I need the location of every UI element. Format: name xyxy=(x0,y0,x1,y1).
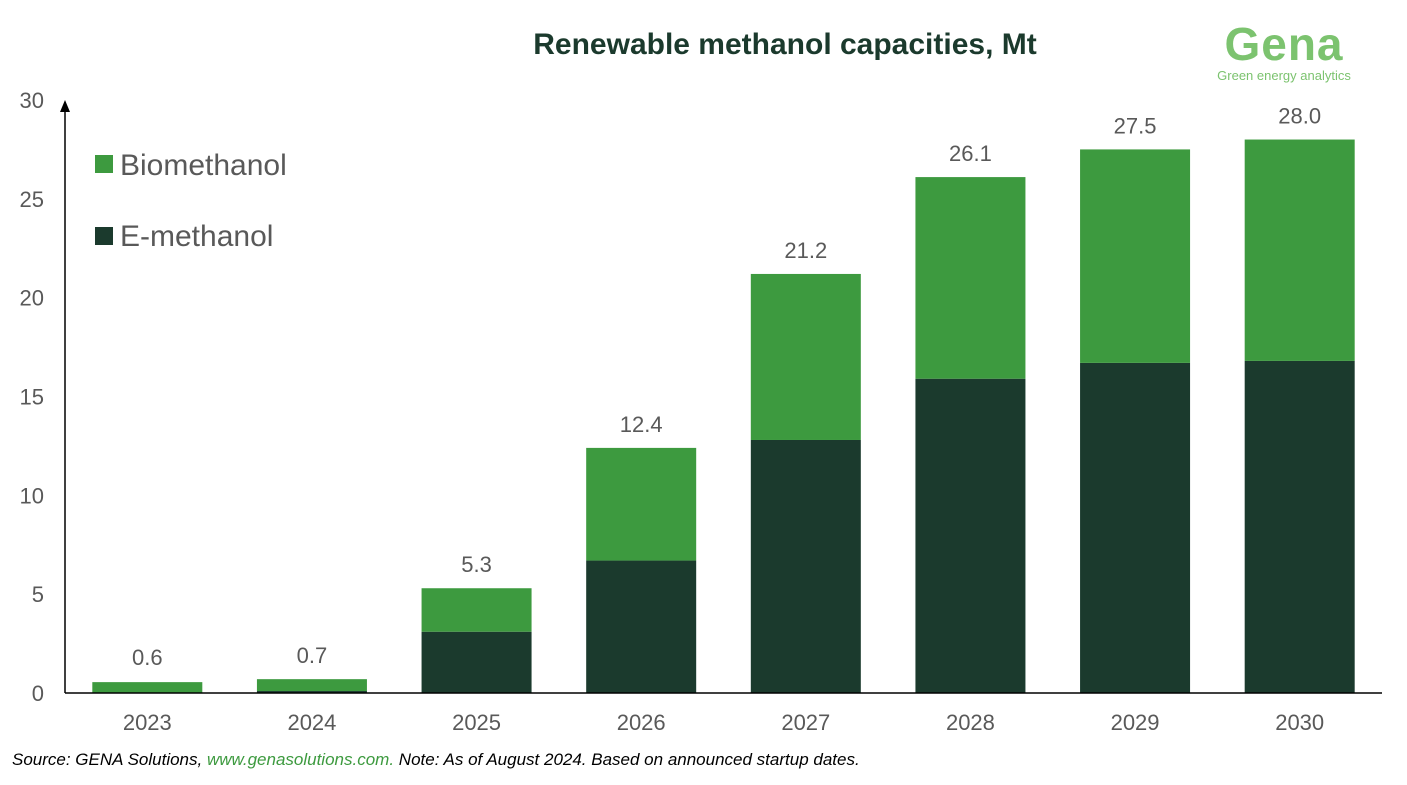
legend-swatch-e-methanol xyxy=(95,227,113,245)
y-tick-label: 20 xyxy=(20,286,44,311)
source-prefix: Source: GENA Solutions, xyxy=(12,750,207,769)
y-tick-label: 15 xyxy=(20,385,44,410)
x-tick-label-2029: 2029 xyxy=(1111,710,1160,735)
bar-biomethanol-2030 xyxy=(1244,139,1355,361)
y-tick-label: 0 xyxy=(32,681,44,706)
bar-biomethanol-2027 xyxy=(750,273,861,440)
total-label-2026: 12.4 xyxy=(620,412,663,437)
total-label-2024: 0.7 xyxy=(297,643,328,668)
legend-swatch-biomethanol xyxy=(95,155,113,173)
bar-biomethanol-2026 xyxy=(586,447,697,561)
logo: Gena Green energy analytics xyxy=(1217,18,1351,83)
bars xyxy=(92,139,1355,693)
bar-e-methanol-2027 xyxy=(750,439,861,693)
total-label-2030: 28.0 xyxy=(1278,104,1321,129)
bar-biomethanol-2029 xyxy=(1080,149,1191,363)
legend-label-e-methanol: E-methanol xyxy=(120,220,273,253)
bar-biomethanol-2025 xyxy=(421,588,532,632)
legend-label-biomethanol: Biomethanol xyxy=(120,149,287,182)
total-label-2025: 5.3 xyxy=(461,552,492,577)
x-axis-ticks: 2023 2024 2025 2026 2027 2028 2029 2030 xyxy=(123,710,1324,735)
y-tick-label: 30 xyxy=(20,88,44,113)
total-label-2023: 0.6 xyxy=(132,645,163,670)
x-tick-label-2027: 2027 xyxy=(781,710,830,735)
bar-e-methanol-2030 xyxy=(1244,360,1355,693)
bar-e-methanol-2029 xyxy=(1080,362,1191,693)
x-tick-label-2030: 2030 xyxy=(1275,710,1324,735)
chart-title: Renewable methanol capacities, Mt xyxy=(533,28,1036,61)
y-axis-ticks: 0 5 10 15 20 25 30 xyxy=(20,88,44,706)
bar-e-methanol-2026 xyxy=(586,560,697,693)
y-tick-label: 10 xyxy=(20,483,44,508)
bar-biomethanol-2024 xyxy=(256,679,367,692)
x-tick-label-2024: 2024 xyxy=(287,710,336,735)
x-tick-label-2026: 2026 xyxy=(617,710,666,735)
source-note: Source: GENA Solutions, www.genasolution… xyxy=(12,750,860,770)
bar-e-methanol-2028 xyxy=(915,378,1026,693)
logo-wordmark: Gena xyxy=(1224,18,1343,70)
bar-e-methanol-2024 xyxy=(256,691,367,693)
y-axis-arrow-icon xyxy=(60,100,70,112)
y-tick-label: 5 xyxy=(32,582,44,607)
x-tick-label-2025: 2025 xyxy=(452,710,501,735)
source-link[interactable]: www.genasolutions.com. xyxy=(206,750,395,769)
total-label-2027: 21.2 xyxy=(784,238,827,263)
axes xyxy=(60,100,1382,694)
total-label-2029: 27.5 xyxy=(1114,113,1157,138)
x-tick-label-2023: 2023 xyxy=(123,710,172,735)
bar-e-methanol-2025 xyxy=(421,631,532,693)
y-tick-label: 25 xyxy=(20,187,44,212)
bar-biomethanol-2028 xyxy=(915,177,1026,379)
bar-biomethanol-2023 xyxy=(92,682,203,693)
x-tick-label-2028: 2028 xyxy=(946,710,995,735)
total-label-2028: 26.1 xyxy=(949,141,992,166)
source-suffix: Note: As of August 2024. Based on announ… xyxy=(394,750,860,769)
logo-tagline: Green energy analytics xyxy=(1217,68,1351,83)
total-labels: 0.6 0.7 5.3 12.4 21.2 26.1 27.5 28.0 xyxy=(132,104,1321,671)
legend: Biomethanol E-methanol xyxy=(95,149,287,253)
